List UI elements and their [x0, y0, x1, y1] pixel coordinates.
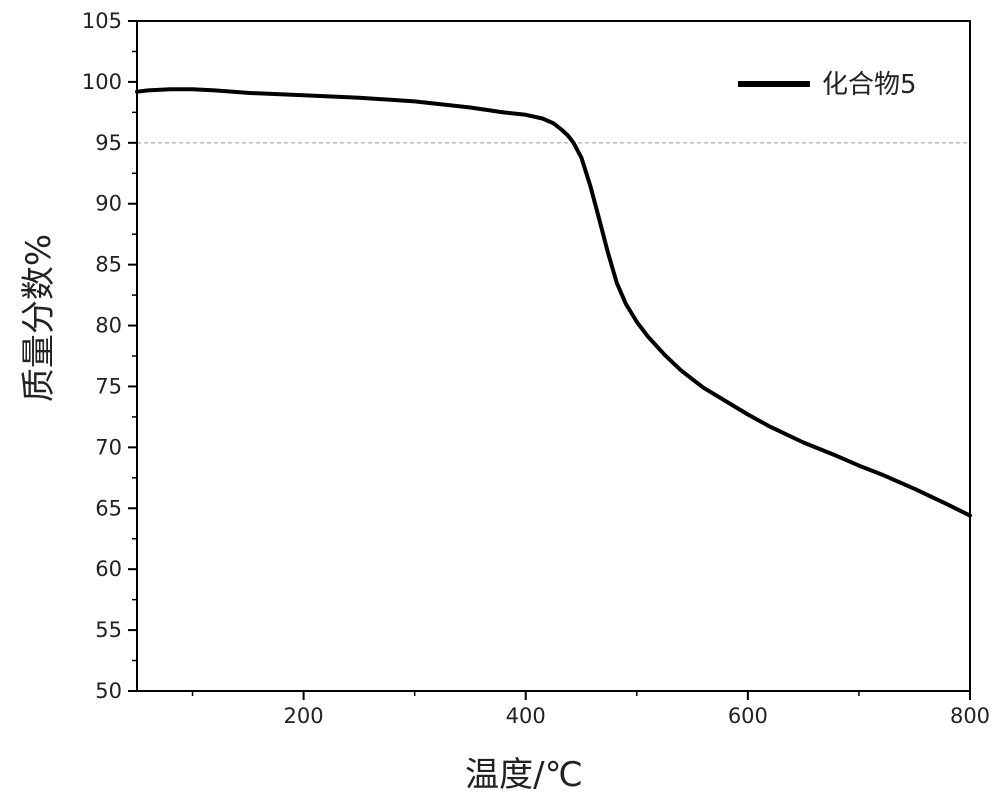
- y-tick-label: 70: [95, 435, 122, 459]
- y-tick-label: 105: [82, 9, 122, 33]
- series-line: [137, 89, 970, 515]
- y-tick-label: 95: [95, 131, 122, 155]
- legend: 化合物5: [738, 70, 917, 100]
- x-tick-label: 400: [506, 704, 546, 728]
- series-layer: [137, 89, 970, 515]
- x-tick-label: 600: [728, 704, 768, 728]
- y-tick-label: 50: [95, 679, 122, 703]
- y-tick-label: 60: [95, 557, 122, 581]
- x-axis-title: 温度/℃: [465, 755, 583, 795]
- y-tick-label: 55: [95, 618, 122, 642]
- y-tick-label: 75: [95, 374, 122, 398]
- y-tick-label: 65: [95, 496, 122, 520]
- y-tick-label: 80: [95, 314, 122, 338]
- y-tick-label: 85: [95, 253, 122, 277]
- x-tick-label: 200: [284, 704, 324, 728]
- y-axis-title: 质量分数%: [19, 234, 59, 402]
- x-tick-label: 800: [950, 704, 990, 728]
- y-tick-label: 100: [82, 70, 122, 94]
- legend-label: 化合物5: [822, 70, 917, 100]
- y-tick-label: 90: [95, 192, 122, 216]
